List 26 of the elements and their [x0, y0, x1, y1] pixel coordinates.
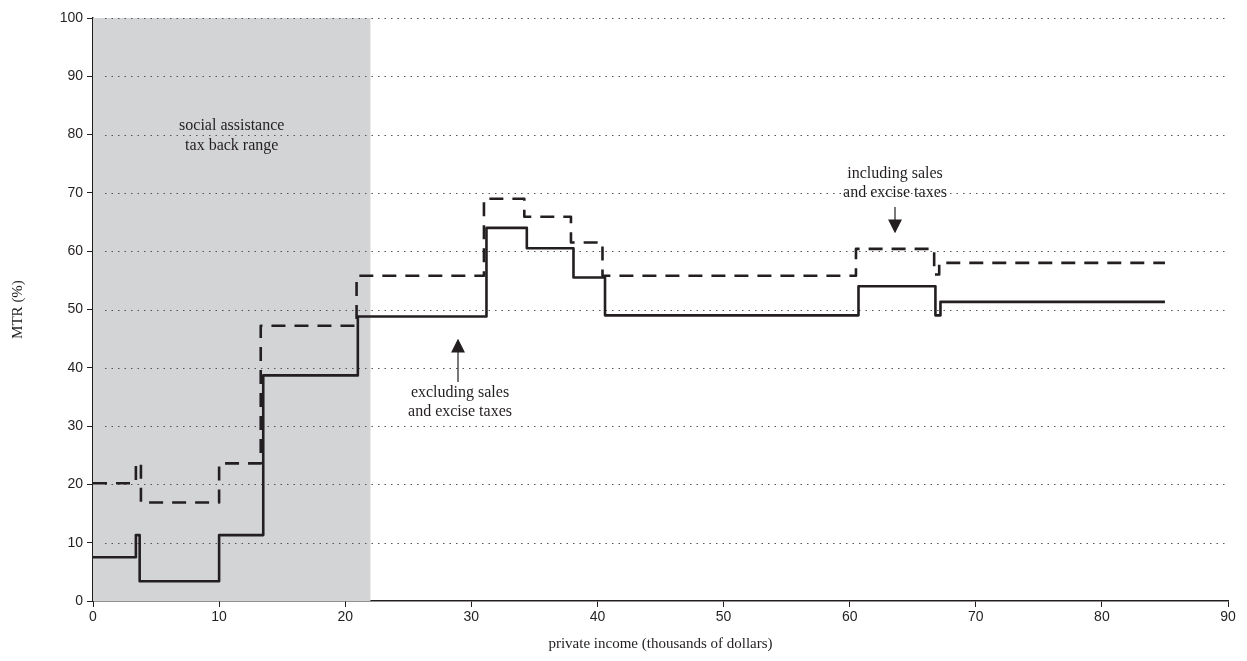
- y-tick-label: 100: [59, 8, 84, 25]
- x-tick-label: 30: [463, 608, 480, 625]
- y-tick-label: 0: [75, 591, 84, 608]
- y-tick-label: 20: [67, 475, 84, 492]
- x-tick-label: 90: [1220, 608, 1236, 625]
- x-tick-label: 10: [211, 608, 228, 625]
- x-tick-label: 60: [841, 608, 858, 625]
- x-tick-label: 20: [337, 608, 354, 625]
- y-tick-label: 40: [67, 358, 84, 375]
- band-label: social assistance tax back range: [179, 116, 285, 155]
- annotation: excluding sales and excise taxes: [408, 383, 512, 420]
- y-tick-label: 30: [67, 416, 84, 433]
- x-tick-label: 80: [1094, 608, 1110, 625]
- x-tick-label: 70: [967, 608, 984, 625]
- x-tick-label: 40: [589, 608, 606, 625]
- y-tick-label: 90: [67, 67, 84, 84]
- y-tick-label: 60: [67, 242, 84, 259]
- x-tick-label: 0: [89, 608, 98, 625]
- x-tick-label: 50: [715, 608, 732, 625]
- x-axis-title: private income (thousands of dollars): [548, 634, 773, 652]
- y-axis-title: MTR (%): [8, 280, 26, 339]
- annotation: including sales and excise taxes: [843, 164, 947, 201]
- y-tick-label: 50: [67, 300, 84, 317]
- y-tick-label: 10: [67, 533, 84, 550]
- y-tick-label: 80: [67, 125, 84, 142]
- y-tick-label: 70: [67, 183, 84, 200]
